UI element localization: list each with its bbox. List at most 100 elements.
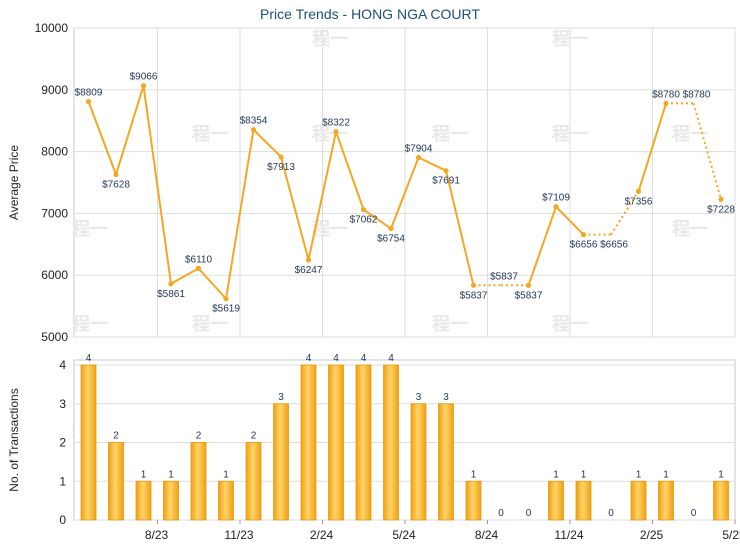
price-label-3: $5861	[157, 289, 185, 300]
watermark-3: 程一	[552, 124, 588, 145]
watermark-0: 程一	[192, 124, 228, 145]
price-label-19: $6656	[600, 240, 628, 251]
price-segment-5	[225, 129, 255, 299]
price-label-1: $7628	[102, 180, 130, 191]
tx-bar-label-3: 1	[168, 469, 174, 480]
price-label-7: $7913	[267, 162, 295, 173]
price-point-3	[168, 281, 174, 287]
tx-bar-label-0: 4	[86, 353, 92, 364]
tx-bar-4	[190, 442, 207, 521]
tx-bar-11	[383, 364, 399, 521]
tx-bar-1	[108, 442, 124, 521]
tx-bar-label-2: 1	[141, 469, 147, 480]
price-label-23: $7228	[707, 204, 735, 215]
price-point-7	[278, 154, 284, 160]
tx-bar-label-10: 4	[361, 353, 367, 364]
watermark-9: 程一	[192, 314, 228, 335]
tx-bar-label-22: 0	[691, 508, 697, 519]
price-label-13: $7691	[432, 176, 460, 187]
tx-bar-label-15: 0	[498, 508, 504, 519]
tx-bar-label-5: 1	[223, 469, 229, 480]
watermark-4: 程一	[672, 124, 708, 145]
tx-bar-label-20: 1	[636, 469, 642, 480]
tx-bar-label-7: 3	[278, 392, 284, 403]
tx-bar-label-12: 3	[416, 392, 422, 403]
price-point-13	[443, 168, 449, 174]
tx-bar-17	[548, 480, 564, 521]
tx-bar-8	[300, 364, 317, 521]
xtick-label-5: 11/24	[554, 528, 583, 542]
price-ytick-0: 5000	[41, 330, 68, 344]
price-ylabel: Average Price	[7, 145, 21, 220]
price-point-14	[470, 282, 477, 288]
price-ytick-2: 7000	[41, 206, 68, 220]
price-ytick-1: 6000	[41, 268, 68, 282]
tx-bar-14	[465, 480, 482, 521]
tx-ytick-4: 4	[59, 358, 66, 372]
watermark-7: 程一	[672, 219, 708, 240]
price-segment-13	[445, 170, 475, 286]
price-point-5	[223, 296, 229, 302]
watermark-11: 程一	[552, 314, 588, 335]
tx-bar-label-19: 0	[608, 508, 614, 519]
tx-bar-13	[438, 403, 454, 521]
tx-bar-0	[80, 364, 97, 521]
tx-ytick-1: 1	[59, 474, 66, 488]
price-segment-19	[610, 190, 640, 236]
price-label-14: $5837	[460, 290, 488, 301]
tx-bar-23	[713, 480, 729, 521]
watermark-10: 程一	[432, 314, 468, 335]
price-label-12: $7904	[405, 144, 433, 155]
price-label-9: $8322	[322, 118, 350, 129]
tx-bar-18	[575, 480, 592, 521]
price-point-20	[635, 188, 642, 194]
tx-bar-label-23: 1	[718, 469, 724, 480]
price-ytick-4: 9000	[41, 83, 68, 97]
xtick-label-4: 8/24	[475, 528, 499, 542]
price-ytick-5: 10000	[35, 21, 69, 35]
tx-bar-label-16: 0	[526, 508, 532, 519]
price-segment-17	[555, 205, 585, 236]
tx-bar-6	[245, 442, 262, 521]
price-point-11	[388, 226, 394, 232]
price-label-10: $7062	[350, 215, 378, 226]
tx-bar-label-21: 1	[663, 469, 669, 480]
price-label-4: $6110	[185, 254, 213, 265]
tx-bar-label-6: 2	[251, 431, 257, 442]
tx-bar-label-4: 2	[196, 431, 202, 442]
price-point-4	[195, 265, 202, 272]
tx-bar-label-13: 3	[443, 392, 449, 403]
price-segment-10	[362, 208, 392, 230]
price-segment-8	[307, 131, 337, 261]
price-segment-1	[115, 85, 145, 175]
price-segment-3	[170, 267, 199, 285]
price-label-21: $8780	[652, 89, 680, 100]
tx-bar-2	[135, 480, 152, 521]
tx-bar-7	[273, 403, 289, 521]
chart-title: Price Trends - HONG NGA COURT	[260, 6, 480, 22]
watermark-8: 程一	[72, 314, 108, 335]
xtick-label-3: 5/24	[392, 528, 416, 542]
tx-bar-20	[630, 480, 647, 521]
tx-bar-label-9: 4	[333, 353, 339, 364]
price-point-17	[553, 204, 559, 210]
price-segment-22	[692, 103, 722, 200]
price-segment-7	[280, 156, 310, 261]
price-label-17: $7109	[542, 193, 570, 204]
price-segment-12	[418, 156, 447, 172]
tx-bar-label-1: 2	[113, 431, 119, 442]
price-point-2	[140, 83, 147, 89]
price-label-15: $5837	[490, 271, 518, 282]
watermark-5: 程一	[72, 219, 108, 240]
xtick-label-6: 2/25	[640, 528, 664, 542]
tx-ytick-3: 3	[59, 397, 66, 411]
tx-bar-label-8: 4	[306, 353, 312, 364]
price-point-18	[580, 232, 587, 238]
tx-ytick-2: 2	[59, 436, 66, 450]
watermark-13: 程一	[552, 29, 588, 50]
price-segment-9	[335, 131, 365, 210]
price-label-5: $5619	[212, 304, 240, 315]
price-point-10	[360, 206, 367, 213]
